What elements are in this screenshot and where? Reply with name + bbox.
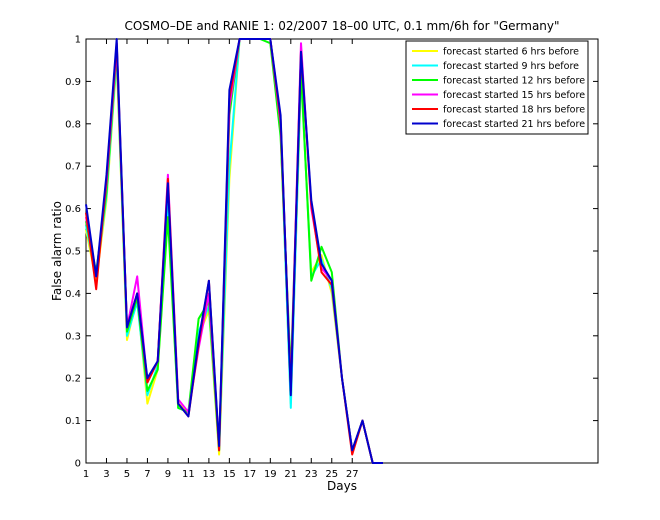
y-tick-label: 0.3: [65, 331, 81, 342]
legend-label-2: forecast started 9 hrs before: [443, 61, 579, 72]
x-tick-label: 1: [83, 469, 89, 480]
y-tick-label: 0.9: [65, 77, 81, 88]
x-tick-label: 9: [165, 469, 171, 480]
x-axis-label: Days: [327, 479, 357, 493]
legend-label-1: forecast started 6 hrs before: [443, 47, 579, 58]
chart-title: COSMO–DE and RANIE 1: 02/2007 18–00 UTC,…: [124, 19, 559, 33]
x-tick-label: 11: [182, 469, 195, 480]
y-tick-label: 0.1: [65, 416, 81, 427]
x-tick-label: 15: [223, 469, 236, 480]
x-tick-label: 21: [284, 469, 297, 480]
y-tick-label: 1: [75, 35, 81, 46]
x-tick-label: 3: [103, 469, 109, 480]
legend-label-6: forecast started 21 hrs before: [443, 119, 585, 130]
y-tick-label: 0.8: [65, 119, 81, 130]
x-tick-label: 5: [124, 469, 130, 480]
y-tick-label: 0: [75, 459, 81, 470]
legend-label-4: forecast started 15 hrs before: [443, 90, 585, 101]
y-tick-label: 0.7: [65, 162, 81, 173]
x-tick-label: 23: [305, 469, 318, 480]
series-line-6: [85, 38, 383, 464]
y-tick-label: 0.6: [65, 204, 81, 215]
legend-box: [405, 40, 589, 135]
legend-label-5: forecast started 18 hrs before: [443, 105, 585, 116]
x-tick-label: 13: [203, 469, 216, 480]
y-tick-label: 0.4: [65, 289, 81, 300]
x-tick-label: 7: [144, 469, 150, 480]
x-tick-label: 17: [243, 469, 256, 480]
x-tick-label: 25: [325, 469, 338, 480]
x-tick-label: 19: [264, 469, 277, 480]
y-axis-label: False alarm ratio: [50, 201, 64, 301]
legend-label-3: forecast started 12 hrs before: [443, 76, 585, 87]
y-tick-label: 0.2: [65, 374, 81, 385]
y-tick-label: 0.5: [65, 247, 81, 258]
x-tick-label: 27: [346, 469, 359, 480]
